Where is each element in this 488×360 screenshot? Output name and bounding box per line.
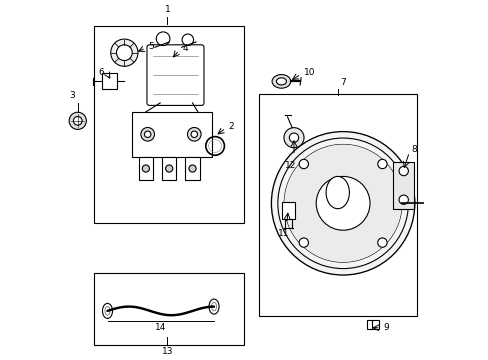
- Text: 9: 9: [383, 323, 388, 332]
- Ellipse shape: [325, 176, 349, 209]
- Text: 12: 12: [285, 161, 296, 170]
- Bar: [131, 112, 212, 157]
- Circle shape: [182, 34, 193, 45]
- Circle shape: [271, 132, 414, 275]
- Bar: [139, 157, 153, 180]
- Circle shape: [142, 165, 149, 172]
- Circle shape: [191, 131, 197, 138]
- Circle shape: [141, 127, 154, 141]
- Circle shape: [73, 117, 82, 125]
- Circle shape: [284, 128, 304, 148]
- Text: 7: 7: [340, 78, 346, 87]
- Bar: [392, 162, 413, 209]
- Circle shape: [284, 144, 401, 262]
- Circle shape: [398, 195, 407, 204]
- Text: 6: 6: [98, 68, 104, 77]
- Circle shape: [316, 176, 369, 230]
- Text: 4: 4: [182, 44, 187, 53]
- Bar: [94, 26, 244, 223]
- Bar: [366, 320, 379, 329]
- Circle shape: [299, 238, 308, 247]
- Circle shape: [110, 39, 138, 66]
- Circle shape: [69, 112, 86, 130]
- Circle shape: [398, 166, 407, 176]
- Text: 5: 5: [148, 42, 154, 51]
- Bar: [281, 202, 294, 220]
- Text: 8: 8: [410, 145, 416, 154]
- Text: 1: 1: [164, 5, 170, 14]
- Bar: [94, 273, 244, 345]
- Ellipse shape: [276, 78, 286, 85]
- Circle shape: [299, 159, 308, 169]
- Text: 13: 13: [162, 347, 173, 356]
- Bar: [258, 94, 416, 316]
- Ellipse shape: [105, 307, 110, 315]
- Bar: [102, 73, 117, 89]
- Text: 10: 10: [303, 68, 315, 77]
- Ellipse shape: [211, 302, 216, 311]
- Ellipse shape: [208, 299, 219, 314]
- Bar: [427, 195, 438, 211]
- Circle shape: [165, 165, 172, 172]
- Circle shape: [156, 32, 169, 45]
- Circle shape: [377, 159, 386, 169]
- Ellipse shape: [271, 75, 290, 88]
- Ellipse shape: [102, 303, 112, 319]
- Circle shape: [187, 127, 201, 141]
- Circle shape: [289, 133, 298, 142]
- Circle shape: [377, 238, 386, 247]
- Circle shape: [116, 45, 132, 60]
- Text: 3: 3: [69, 91, 75, 100]
- Bar: [162, 157, 176, 180]
- Text: 14: 14: [154, 323, 165, 332]
- FancyBboxPatch shape: [147, 45, 203, 105]
- Text: 2: 2: [228, 122, 234, 131]
- Circle shape: [144, 131, 151, 138]
- Bar: [185, 157, 199, 180]
- Circle shape: [188, 165, 196, 172]
- Text: 11: 11: [277, 229, 288, 238]
